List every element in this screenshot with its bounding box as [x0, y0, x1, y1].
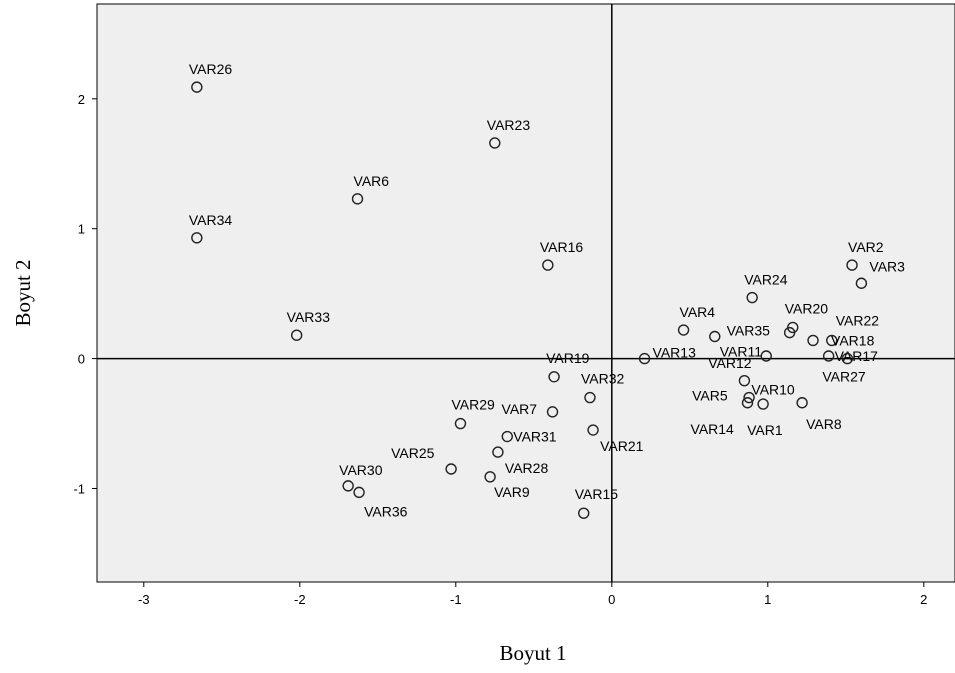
data-point	[855, 277, 868, 289]
plot-area	[96, 3, 955, 583]
x-tick-label: 1	[764, 592, 771, 607]
data-point-label: VAR20	[785, 300, 829, 316]
data-point	[191, 232, 203, 244]
data-point-label: VAR2	[848, 239, 884, 255]
data-point-label: VAR35	[727, 323, 771, 339]
data-point-label: VAR18	[831, 332, 875, 348]
x-axis-title: Boyut 1	[499, 641, 566, 665]
data-point-label: VAR4	[680, 304, 716, 320]
data-point-label: VAR11	[720, 344, 762, 360]
data-point-label: VAR14	[691, 421, 735, 437]
data-point-label: VAR28	[505, 460, 549, 476]
data-point	[709, 330, 721, 343]
data-point	[741, 397, 754, 409]
data-point	[743, 391, 755, 404]
x-tick-label: -2	[294, 592, 306, 607]
data-point-label: VAR16	[540, 239, 584, 255]
axis-ticks: -3 -2 -1 0 1 2 -1 0 1 2	[73, 92, 927, 607]
reference-lines	[97, 4, 955, 582]
data-point	[489, 137, 501, 149]
data-point	[492, 446, 504, 458]
data-point	[677, 324, 690, 336]
data-point	[738, 374, 751, 387]
y-tick-label: 1	[78, 222, 85, 237]
y-tick-label: 2	[78, 92, 85, 107]
data-points: VAR26 VAR23 VAR6 VAR34 VAR16 VAR33 VAR2 VAR3 VAR…	[189, 61, 905, 519]
data-point-label: VAR23	[487, 117, 531, 133]
data-point-label: VAR25	[391, 445, 435, 461]
data-point-label: VAR26	[189, 61, 233, 77]
data-point	[841, 352, 854, 365]
data-point	[351, 193, 364, 205]
data-point-label: VAR13	[653, 345, 697, 361]
data-point-label: VAR32	[581, 371, 625, 387]
data-point	[822, 350, 835, 362]
data-point	[796, 397, 808, 409]
data-point-label: VAR8	[806, 416, 842, 432]
y-tick-label: 0	[78, 352, 85, 367]
x-tick-label: 0	[608, 592, 615, 607]
data-point	[584, 391, 596, 404]
data-point	[501, 430, 513, 443]
x-tick-label: 2	[920, 592, 927, 607]
data-point-label: VAR24	[744, 272, 788, 288]
data-point-label: VAR31	[513, 429, 557, 445]
data-point	[445, 463, 457, 475]
y-tick-label: -1	[73, 481, 85, 496]
data-point	[760, 350, 772, 362]
y-axis-title: Boyut 2	[11, 259, 35, 326]
data-point-label: VAR3	[869, 258, 905, 274]
data-point	[546, 406, 559, 418]
data-point	[783, 326, 796, 339]
data-point-label: VAR19	[546, 350, 590, 366]
data-point	[484, 471, 496, 483]
data-point-label: VAR12	[708, 355, 752, 371]
data-point-label: VAR29	[451, 397, 495, 413]
data-point-label: VAR22	[836, 312, 880, 328]
data-point	[826, 334, 838, 347]
data-point-label: VAR7	[502, 401, 538, 417]
data-point-label: VAR17	[835, 348, 879, 364]
x-tick-label: -3	[138, 592, 150, 607]
data-point	[746, 291, 758, 304]
data-point-label: VAR9	[494, 484, 530, 500]
data-point-label: VAR33	[287, 309, 331, 325]
data-point	[290, 329, 303, 341]
data-point	[587, 424, 599, 436]
data-point	[638, 352, 651, 365]
data-point	[342, 480, 354, 492]
data-point	[454, 417, 467, 430]
data-point	[548, 371, 560, 383]
data-point-label: VAR6	[354, 173, 390, 189]
data-point-label: VAR10	[751, 382, 795, 398]
data-point-label: VAR21	[600, 438, 644, 454]
data-point-label: VAR36	[364, 503, 408, 519]
data-point-label: VAR5	[692, 388, 728, 404]
data-point-label: VAR30	[339, 462, 383, 478]
x-tick-label: -1	[450, 592, 462, 607]
data-point	[757, 398, 769, 410]
data-point-label: VAR27	[822, 369, 866, 385]
data-point	[542, 259, 554, 271]
data-point-label: VAR34	[189, 212, 233, 228]
data-point-label: VAR15	[575, 486, 619, 502]
data-point	[578, 507, 590, 519]
data-point	[807, 334, 819, 347]
data-point	[846, 259, 858, 271]
data-point-label: VAR1	[747, 422, 783, 438]
data-point	[191, 81, 203, 93]
data-point	[353, 486, 365, 499]
